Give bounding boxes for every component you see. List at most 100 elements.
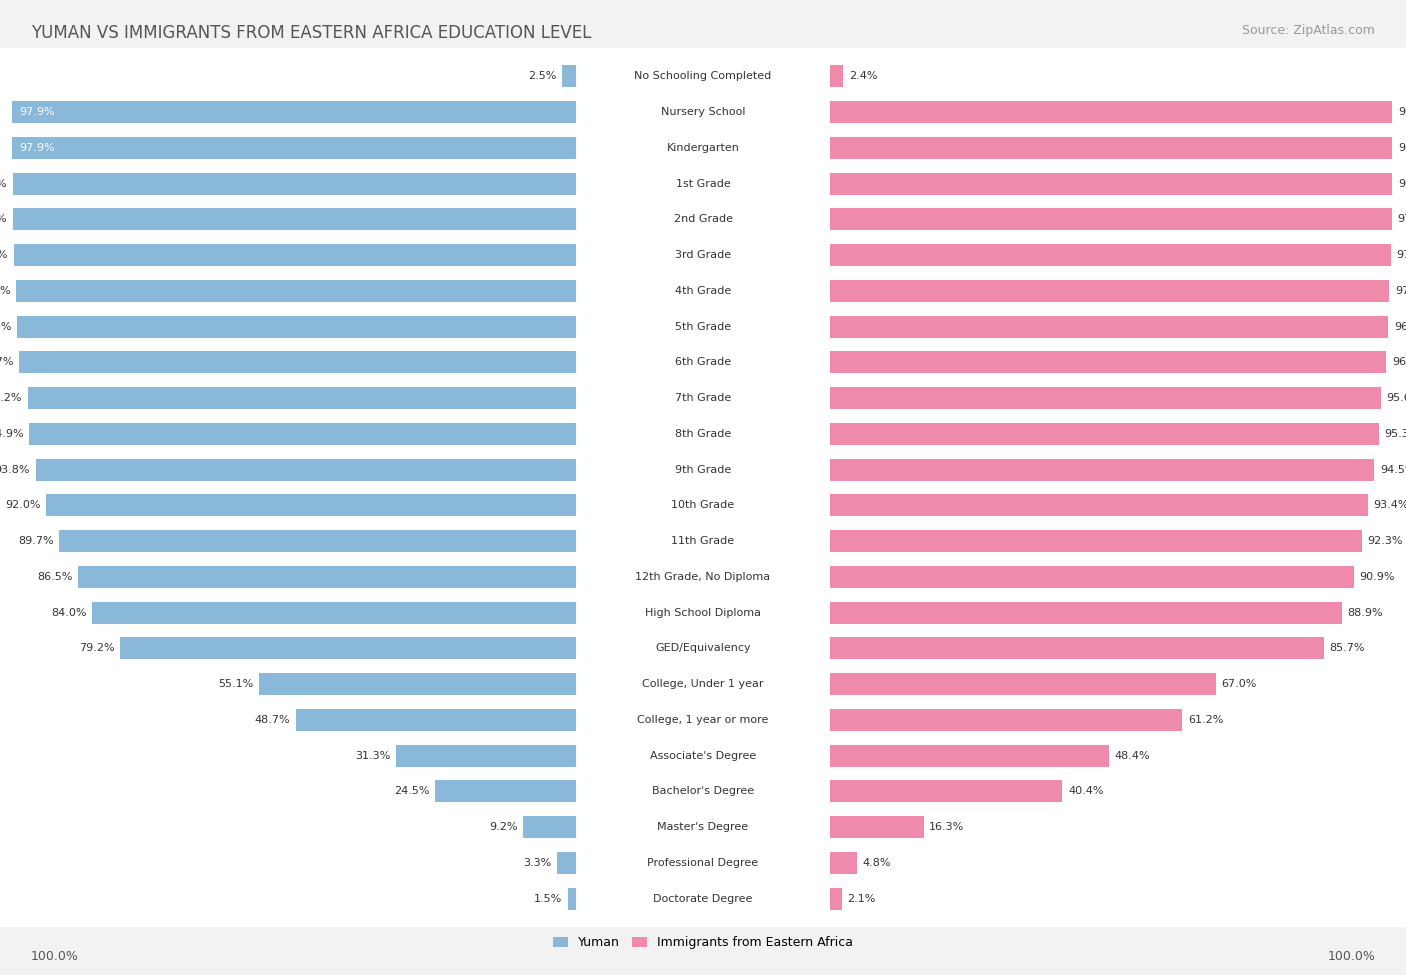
FancyBboxPatch shape (0, 835, 1406, 891)
Text: 92.3%: 92.3% (1367, 536, 1403, 546)
Bar (396, 745, 576, 766)
Text: No Schooling Completed: No Schooling Completed (634, 71, 772, 81)
Bar (562, 65, 576, 88)
Text: 97.8%: 97.8% (0, 178, 7, 188)
Text: 1st Grade: 1st Grade (676, 178, 730, 188)
Bar (830, 566, 1354, 588)
Text: 90.9%: 90.9% (1360, 572, 1395, 582)
Bar (20, 351, 576, 373)
Bar (830, 530, 1361, 552)
Bar (830, 351, 1386, 373)
FancyBboxPatch shape (0, 191, 1406, 248)
Text: 3.3%: 3.3% (523, 858, 551, 868)
Text: 97.4%: 97.4% (1396, 251, 1406, 260)
Text: 97.6%: 97.6% (1398, 143, 1406, 153)
Bar (830, 65, 844, 88)
Text: YUMAN VS IMMIGRANTS FROM EASTERN AFRICA EDUCATION LEVEL: YUMAN VS IMMIGRANTS FROM EASTERN AFRICA … (31, 24, 592, 42)
Text: College, 1 year or more: College, 1 year or more (637, 715, 769, 724)
Text: 1.5%: 1.5% (534, 894, 562, 904)
Bar (830, 316, 1388, 337)
Bar (436, 780, 576, 802)
Text: 9th Grade: 9th Grade (675, 465, 731, 475)
Bar (830, 423, 1379, 445)
Bar (830, 244, 1391, 266)
FancyBboxPatch shape (0, 548, 1406, 605)
Bar (15, 280, 576, 302)
Bar (14, 244, 576, 266)
Bar (830, 173, 1392, 195)
Text: GED/Equivalency: GED/Equivalency (655, 644, 751, 653)
Text: 10th Grade: 10th Grade (672, 500, 734, 510)
Text: Kindergarten: Kindergarten (666, 143, 740, 153)
Text: 4th Grade: 4th Grade (675, 286, 731, 295)
Text: 100.0%: 100.0% (31, 951, 79, 963)
FancyBboxPatch shape (0, 584, 1406, 642)
Text: 12th Grade, No Diploma: 12th Grade, No Diploma (636, 572, 770, 582)
Text: 48.7%: 48.7% (254, 715, 290, 724)
Text: 97.5%: 97.5% (1398, 214, 1406, 224)
Text: 55.1%: 55.1% (218, 680, 253, 689)
Text: 89.7%: 89.7% (18, 536, 53, 546)
Bar (830, 494, 1368, 517)
Text: 85.7%: 85.7% (1329, 644, 1365, 653)
Text: Nursery School: Nursery School (661, 107, 745, 117)
FancyBboxPatch shape (0, 799, 1406, 856)
Bar (59, 530, 576, 552)
Bar (13, 136, 576, 159)
Bar (35, 458, 576, 481)
Text: 11th Grade: 11th Grade (672, 536, 734, 546)
FancyBboxPatch shape (0, 155, 1406, 213)
FancyBboxPatch shape (0, 119, 1406, 176)
Bar (77, 566, 576, 588)
FancyBboxPatch shape (0, 48, 1406, 105)
Text: 100.0%: 100.0% (1327, 951, 1375, 963)
Bar (830, 280, 1389, 302)
Bar (120, 638, 576, 659)
Bar (830, 136, 1392, 159)
Text: 40.4%: 40.4% (1069, 787, 1104, 797)
Text: 79.2%: 79.2% (79, 644, 114, 653)
Bar (830, 745, 1108, 766)
Text: 4.8%: 4.8% (863, 858, 891, 868)
Text: 67.0%: 67.0% (1222, 680, 1257, 689)
FancyBboxPatch shape (0, 727, 1406, 784)
Text: 5th Grade: 5th Grade (675, 322, 731, 332)
FancyBboxPatch shape (0, 655, 1406, 713)
Bar (46, 494, 576, 517)
Bar (30, 423, 576, 445)
Text: 84.0%: 84.0% (51, 607, 87, 617)
FancyBboxPatch shape (0, 870, 1406, 927)
Text: 61.2%: 61.2% (1188, 715, 1223, 724)
Text: 16.3%: 16.3% (929, 822, 965, 832)
Bar (830, 387, 1381, 410)
FancyBboxPatch shape (0, 762, 1406, 820)
Bar (830, 816, 924, 838)
Bar (830, 458, 1374, 481)
FancyBboxPatch shape (0, 691, 1406, 749)
Text: 96.9%: 96.9% (1393, 322, 1406, 332)
Bar (17, 316, 576, 337)
Text: 9.2%: 9.2% (489, 822, 517, 832)
Text: 97.6%: 97.6% (1398, 107, 1406, 117)
Text: Professional Degree: Professional Degree (647, 858, 759, 868)
Text: 97.6%: 97.6% (0, 251, 8, 260)
FancyBboxPatch shape (0, 406, 1406, 462)
Text: 2.1%: 2.1% (848, 894, 876, 904)
FancyBboxPatch shape (0, 84, 1406, 140)
Bar (93, 602, 576, 624)
Bar (830, 602, 1341, 624)
Bar (830, 709, 1182, 731)
Text: Doctorate Degree: Doctorate Degree (654, 894, 752, 904)
FancyBboxPatch shape (0, 226, 1406, 284)
Text: Source: ZipAtlas.com: Source: ZipAtlas.com (1241, 24, 1375, 37)
Bar (13, 101, 576, 123)
Bar (557, 852, 576, 874)
Bar (830, 887, 842, 910)
Bar (568, 887, 576, 910)
Text: 86.5%: 86.5% (37, 572, 72, 582)
Text: 95.2%: 95.2% (0, 393, 22, 403)
Bar (830, 852, 858, 874)
Text: Master's Degree: Master's Degree (658, 822, 748, 832)
Bar (830, 638, 1323, 659)
Bar (830, 209, 1392, 230)
